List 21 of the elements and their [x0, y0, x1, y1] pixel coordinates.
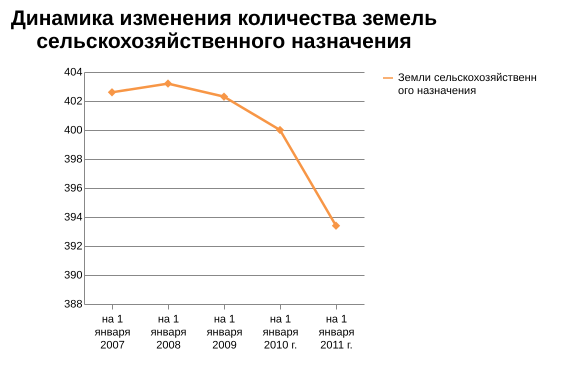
x-tick-label: на 1 января 2007 — [94, 314, 130, 352]
y-tick-label: 388 — [64, 298, 82, 310]
point — [276, 126, 284, 134]
y-tick-label: 402 — [64, 96, 82, 108]
point — [164, 79, 172, 88]
chart-title: Динамика изменения количества земель сельскохозяйственного назначения — [10, 7, 438, 53]
x-tick-label: на 1 января 2010 г. — [262, 314, 298, 352]
y-tick-label: 394 — [64, 212, 82, 224]
y-tick-label: 390 — [64, 270, 82, 282]
y-tick-label: 400 — [64, 124, 82, 136]
y-tick-label: 404 — [64, 66, 82, 78]
x-tick-label: на 1 января 2009 — [206, 314, 242, 352]
point — [220, 92, 228, 101]
point — [108, 88, 116, 96]
x-tick-label: на 1 января 2008 — [150, 314, 186, 352]
legend-label: Земли сельскохозяйственного назначения — [398, 72, 537, 97]
y-tick-label: 392 — [64, 240, 82, 252]
y-tick-label: 398 — [64, 154, 82, 166]
point — [332, 222, 340, 230]
y-tick-label: 396 — [64, 182, 82, 194]
x-tick-label: на 1 января 2011 г. — [318, 314, 354, 352]
